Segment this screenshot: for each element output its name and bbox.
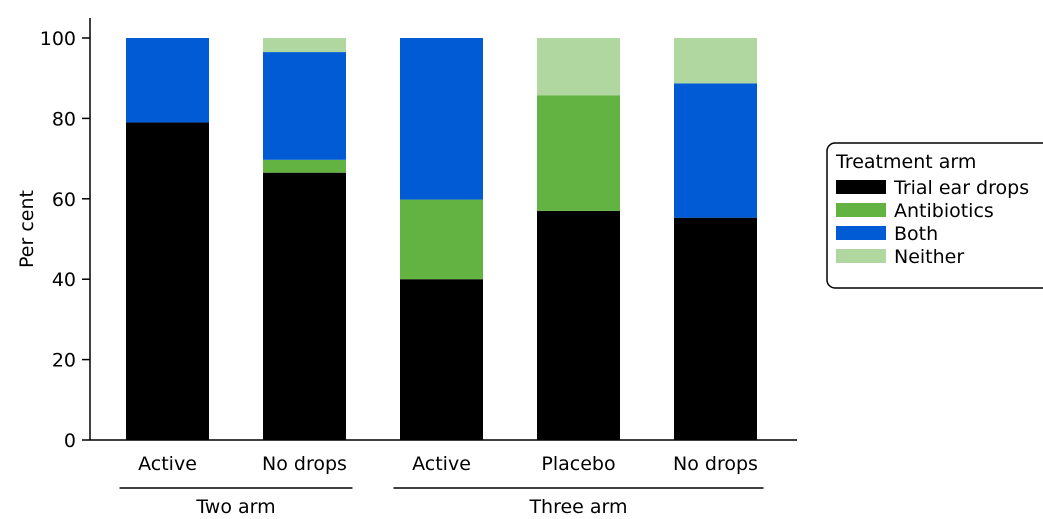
bar-segment	[263, 159, 346, 173]
legend-label: Antibiotics	[894, 200, 994, 222]
bar-segment	[263, 172, 346, 441]
bar-segment	[126, 122, 209, 441]
y-tick-label: 80	[52, 108, 76, 130]
legend-swatch	[836, 180, 886, 194]
bar-segment	[263, 38, 346, 53]
bar-segment	[537, 210, 620, 440]
y-axis-label: Per cent	[16, 190, 38, 268]
legend: Treatment arm Trial ear dropsAntibiotics…	[826, 142, 1043, 289]
y-tick-label: 40	[52, 269, 76, 291]
x-tick-label: No drops	[262, 453, 347, 475]
x-tick-label: Active	[412, 453, 471, 475]
bar-segment	[674, 38, 757, 84]
bar-segment	[400, 199, 483, 280]
axes-layer	[89, 18, 797, 441]
legend-swatch	[836, 226, 886, 240]
legend-label: Both	[894, 223, 938, 245]
bar-segment	[537, 95, 620, 211]
category-labels-layer: Active No drops Active Placebo No drops	[138, 453, 758, 475]
y-tick-label: 60	[52, 189, 76, 211]
y-ticks-layer: 0 20 40 60 80 100	[40, 28, 90, 452]
bar-segment	[126, 38, 209, 123]
bar-segment	[537, 38, 620, 96]
y-tick-label: 0	[64, 430, 76, 452]
bar-segment	[400, 279, 483, 440]
legend-label: Trial ear drops	[893, 177, 1029, 199]
legend-label: Neither	[894, 246, 964, 268]
group-label: Two arm	[195, 496, 275, 518]
legend-swatch	[836, 249, 886, 263]
x-tick-label: Active	[138, 453, 197, 475]
bar-segment	[263, 52, 346, 160]
legend-title: Treatment arm	[835, 151, 976, 173]
bar-segment	[674, 217, 757, 440]
y-tick-label: 100	[40, 28, 76, 50]
bars-layer	[126, 38, 757, 441]
y-tick-label: 20	[52, 350, 76, 372]
group-labels-layer: Two arm Three arm	[119, 487, 764, 518]
bar-segment	[400, 38, 483, 200]
x-tick-label: Placebo	[541, 453, 615, 475]
bar-segment	[674, 83, 757, 218]
group-label: Three arm	[528, 496, 627, 518]
x-tick-label: No drops	[673, 453, 758, 475]
legend-swatch	[836, 203, 886, 217]
